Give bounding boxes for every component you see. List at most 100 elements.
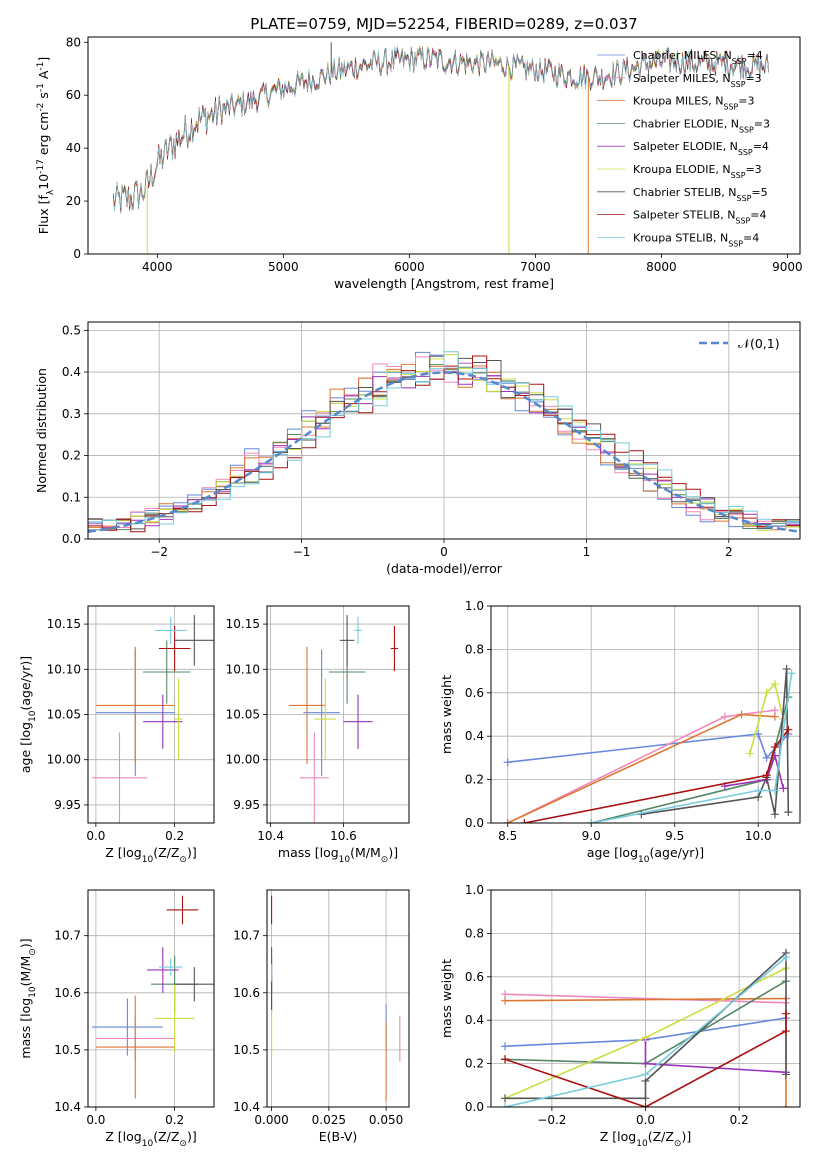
weight-line-chabrier-stelib <box>641 668 790 816</box>
x-tick-label: 4000 <box>142 260 173 274</box>
axes-frame <box>266 889 410 1108</box>
panel-Z-age: 0.0 0.2 9.95 10.00 10.05 10.10 10.15 Z [log10(Z… <box>18 605 215 865</box>
weight-point-kroupa-miles <box>503 819 512 823</box>
errorbar-salpeter-elodie <box>143 694 183 749</box>
weight-point-kroupa-miles <box>501 996 510 1005</box>
errorbar-chabrier-stelib <box>174 967 214 1002</box>
weight-point-chabrier-miles <box>762 753 771 762</box>
x-tick-label: 0.000 <box>254 1113 288 1127</box>
x-tick-label: 0.0 <box>636 1113 655 1127</box>
errorbar-salpeter-stelib <box>158 625 191 672</box>
weight-point-salpeter-elodie <box>641 1059 650 1068</box>
x-tick-label: 0.2 <box>730 1113 749 1127</box>
y-tick-label: 0.0 <box>465 1100 484 1114</box>
x-tick-label: 7000 <box>520 260 551 274</box>
y-tick-label: 10.4 <box>54 1100 81 1114</box>
errorbar-salpeter-miles <box>91 732 148 823</box>
weight-point-kroupa-elodie <box>641 1033 650 1042</box>
y-tick-label: 0.6 <box>465 686 484 700</box>
x-tick-label: −2 <box>150 545 168 559</box>
x-tick-label: 9.0 <box>582 829 601 843</box>
x-tick-label: 9000 <box>772 260 803 274</box>
errorbar-kroupa-elodie <box>154 984 195 1053</box>
y-tick-label: 10.10 <box>47 662 81 676</box>
x-tick-label: −1 <box>293 545 311 559</box>
legend-entry-salpeter-stelib: Salpeter STELIB, NSSP=4 <box>633 209 766 226</box>
errorbar-salpeter-elodie <box>343 694 373 749</box>
panel-age-weight: 8.5 9.0 9.5 10.0 0.0 0.2 0.4 0.6 0.8 1.0 age [log1… <box>439 599 801 865</box>
weight-point-kroupa-elodie <box>770 680 779 689</box>
figure-title: PLATE=0759, MJD=52254, FIBERID=0289, z=0… <box>250 15 637 33</box>
legend-entry-chabrier-stelib: Chabrier STELIB, NSSP=5 <box>633 186 768 203</box>
weight-point-salpeter-elodie <box>779 784 788 793</box>
weight-point-salpeter-stelib <box>770 743 779 752</box>
panel-mass-age: 10.4 10.6 9.95 10.00 10.05 10.10 10.15 mass [lo… <box>226 605 410 865</box>
panel-ebv-mass: 0.000 0.025 0.050 10.4 10.5 10.6 10.7 E(B-V) <box>233 889 410 1144</box>
y-tick-label: 0.1 <box>62 490 81 504</box>
x-axis-label: E(B-V) <box>319 1129 358 1144</box>
plot-area <box>91 615 214 823</box>
errorbar-salpeter-stelib <box>390 625 399 672</box>
weight-point-kroupa-stelib <box>754 786 763 795</box>
legend-entry-kroupa-elodie: Kroupa ELODIE, NSSP=3 <box>633 163 762 180</box>
errorbar-kroupa-stelib <box>154 616 187 644</box>
x-tick-label: 10.4 <box>257 829 284 843</box>
y-tick-label: 10.6 <box>233 986 260 1000</box>
weight-point-chabrier-stelib <box>770 810 779 819</box>
errorbar-salpeter-elodie <box>147 947 179 993</box>
weight-line-salpeter-stelib <box>524 729 789 823</box>
plot-area <box>271 895 401 1102</box>
axes-frame <box>87 36 801 255</box>
y-tick-label: 10.05 <box>226 708 260 722</box>
plot-area <box>88 351 800 533</box>
weight-line-salpeter-stelib <box>504 1013 787 1107</box>
x-tick-label: 1 <box>583 545 591 559</box>
x-tick-label: 10.6 <box>330 829 357 843</box>
gaussian-curve <box>88 371 800 533</box>
y-tick-label: 10.05 <box>47 708 81 722</box>
y-tick-label: 10.7 <box>54 929 81 943</box>
panel-Z-mass: 0.0 0.2 10.4 10.5 10.6 10.7 Z [log10(Z/Z⊙)] mas… <box>18 889 215 1149</box>
x-tick-label: 0.050 <box>369 1113 403 1127</box>
y-tick-label: 0.2 <box>465 773 484 787</box>
legend-entry-gauss: 𝒩(0,1) <box>738 336 780 351</box>
y-tick-label: 10.7 <box>233 929 260 943</box>
x-axis-label: wavelength [Angstrom, rest frame] <box>334 276 554 291</box>
x-axis-label: age [log10(age/yr)] <box>587 845 704 865</box>
weight-point-chabrier-stelib <box>641 1094 650 1103</box>
x-axis-label: (data-model)/error <box>386 561 503 576</box>
y-tick-label: 0.0 <box>465 816 484 830</box>
y-axis-label: Normed distribution <box>34 368 49 493</box>
weight-point-salpeter-stelib <box>784 725 793 734</box>
y-tick-label: 20 <box>66 194 81 208</box>
plot-area <box>288 615 399 823</box>
x-tick-label: 10.0 <box>745 829 772 843</box>
spectrum-legend: Chabrier MILES, NSSP=4 Salpeter MILES, NS… <box>597 49 770 248</box>
plot-area <box>503 664 796 823</box>
weight-point-salpeter-stelib <box>762 771 771 780</box>
x-tick-label: 8000 <box>646 260 677 274</box>
y-axis-label: mass weight <box>439 959 454 1038</box>
histogram-kroupa-stelib <box>88 351 800 527</box>
weight-point-kroupa-stelib <box>587 819 596 823</box>
panel-residuals: −2 −1 0 1 2 0.0 0.1 0.2 0.3 0.4 0.5 (data-model)/er… <box>34 321 801 576</box>
y-tick-label: 0.2 <box>62 449 81 463</box>
y-tick-label: 1.0 <box>465 883 484 897</box>
y-tick-label: 80 <box>66 35 81 49</box>
y-tick-label: 0.4 <box>62 365 81 379</box>
y-tick-label: 0.3 <box>62 407 81 421</box>
histogram-salpeter-stelib <box>88 355 800 533</box>
weight-point-salpeter-miles <box>720 712 729 721</box>
y-tick-label: 0.6 <box>465 970 484 984</box>
weight-point-chabrier-stelib <box>784 808 793 817</box>
weight-point-kroupa-miles <box>781 1103 790 1107</box>
x-tick-label: 0 <box>440 545 448 559</box>
plot-area <box>112 42 769 254</box>
x-axis-label: Z [log10(Z/Z⊙)] <box>105 1129 196 1149</box>
spectrum-line-kroupa-stelib <box>112 46 769 211</box>
weight-point-kroupa-stelib <box>770 786 779 795</box>
y-tick-label: 0 <box>73 247 81 261</box>
weight-point-kroupa-stelib <box>781 953 790 962</box>
y-tick-label: 10.5 <box>233 1043 260 1057</box>
